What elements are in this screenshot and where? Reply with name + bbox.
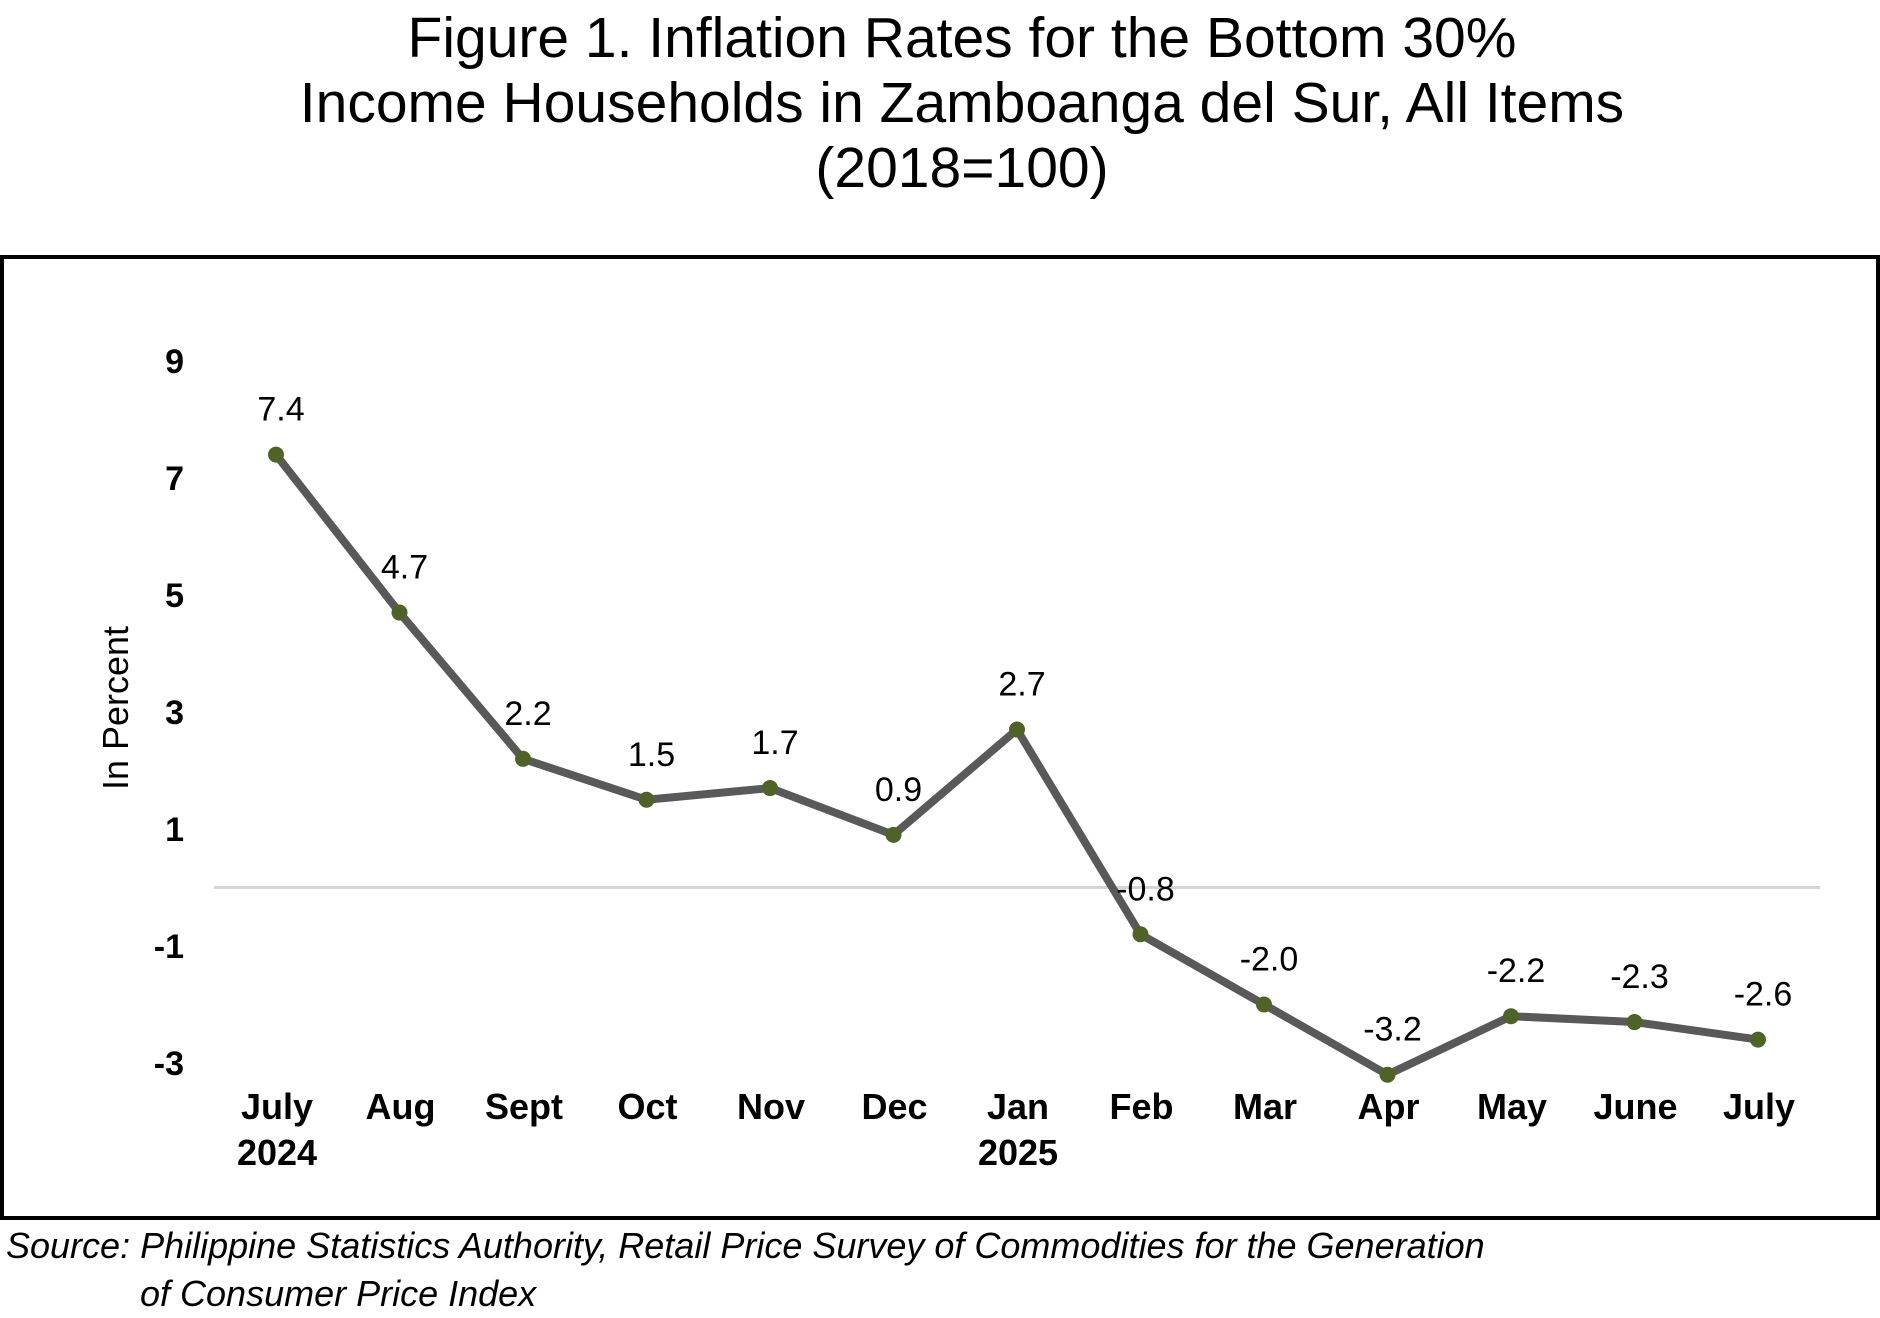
y-tick-label: -1 (154, 928, 184, 966)
data-label: -3.2 (1363, 1011, 1422, 1049)
source-line-2: of Consumer Price Index (140, 1273, 537, 1314)
data-point-marker (638, 791, 655, 808)
data-labels-layer: 7.4 4.7 2.2 1.5 1.7 0.9 2.7 -0.8 -2.0 -3.2 -2.2 -2.… (257, 391, 1792, 1049)
y-tick-label: 5 (165, 577, 184, 615)
data-point-marker (1750, 1031, 1766, 1048)
x-category-label: May (1477, 1086, 1547, 1127)
x-category-label: Jan (987, 1086, 1049, 1127)
chart-title: Figure 1. Inflation Rates for the Bottom… (0, 6, 1880, 201)
title-line-1: Figure 1. Inflation Rates for the Bottom… (407, 6, 1517, 70)
x-axis-labels: July 2024 Aug Sept Oct Nov Dec Jan 2025 Feb Mar Apr… (237, 1086, 1795, 1173)
y-axis-ticks: 9 7 5 3 1 -1 -3 (154, 343, 184, 1083)
x-category-label: Oct (617, 1086, 677, 1127)
source-note: Source: Philippine Statistics Authority,… (6, 1222, 1485, 1318)
data-point-marker (885, 826, 902, 843)
title-line-2: Income Households in Zamboanga del Sur, … (299, 71, 1625, 135)
x-category-label: July (241, 1086, 313, 1127)
data-point-marker (391, 604, 408, 621)
data-label: 1.5 (628, 736, 675, 774)
data-label: 0.9 (875, 771, 922, 809)
x-category-label: Nov (737, 1086, 805, 1127)
data-point-marker (762, 780, 778, 797)
x-category-label: July (1723, 1086, 1795, 1127)
y-tick-label: 1 (165, 811, 184, 849)
x-category-label: Mar (1233, 1086, 1297, 1127)
data-label: -2.6 (1734, 976, 1793, 1014)
data-point-marker (1132, 926, 1149, 943)
x-category-label: Feb (1109, 1086, 1173, 1127)
data-label: 2.7 (998, 666, 1045, 704)
chart-area-frame (0, 255, 1880, 1220)
x-category-label: 2024 (237, 1132, 317, 1173)
data-point-marker (515, 750, 531, 767)
data-point-marker (1009, 721, 1025, 738)
x-category-label: Aug (366, 1086, 436, 1127)
data-point-marker (1503, 1008, 1519, 1025)
data-label: 7.4 (257, 391, 304, 429)
y-tick-label: 7 (165, 460, 184, 498)
data-point-marker (268, 446, 284, 463)
data-label: -2.2 (1487, 952, 1546, 990)
y-tick-label: 9 (165, 343, 184, 381)
y-tick-label: -3 (154, 1045, 184, 1083)
x-category-label: Apr (1358, 1086, 1420, 1127)
data-point-marker (1626, 1014, 1643, 1031)
x-category-label: Sept (485, 1086, 563, 1127)
data-label: -2.0 (1240, 941, 1299, 979)
x-category-label: June (1593, 1086, 1677, 1127)
markers-layer (268, 446, 1766, 1083)
y-tick-label: 3 (165, 694, 184, 732)
x-category-label: 2025 (978, 1132, 1058, 1173)
data-point-marker (1379, 1066, 1396, 1083)
y-axis-title: In Percent (95, 626, 136, 790)
data-label: 1.7 (751, 724, 798, 762)
data-label: 2.2 (504, 695, 551, 733)
title-line-3: (2018=100) (815, 136, 1109, 200)
x-category-label: Dec (861, 1086, 927, 1127)
data-label: 4.7 (381, 549, 428, 587)
source-line-1: Source: Philippine Statistics Authority,… (6, 1225, 1485, 1266)
data-point-marker (1256, 996, 1272, 1013)
data-label: -0.8 (1116, 870, 1175, 908)
data-label: -2.3 (1610, 958, 1669, 996)
